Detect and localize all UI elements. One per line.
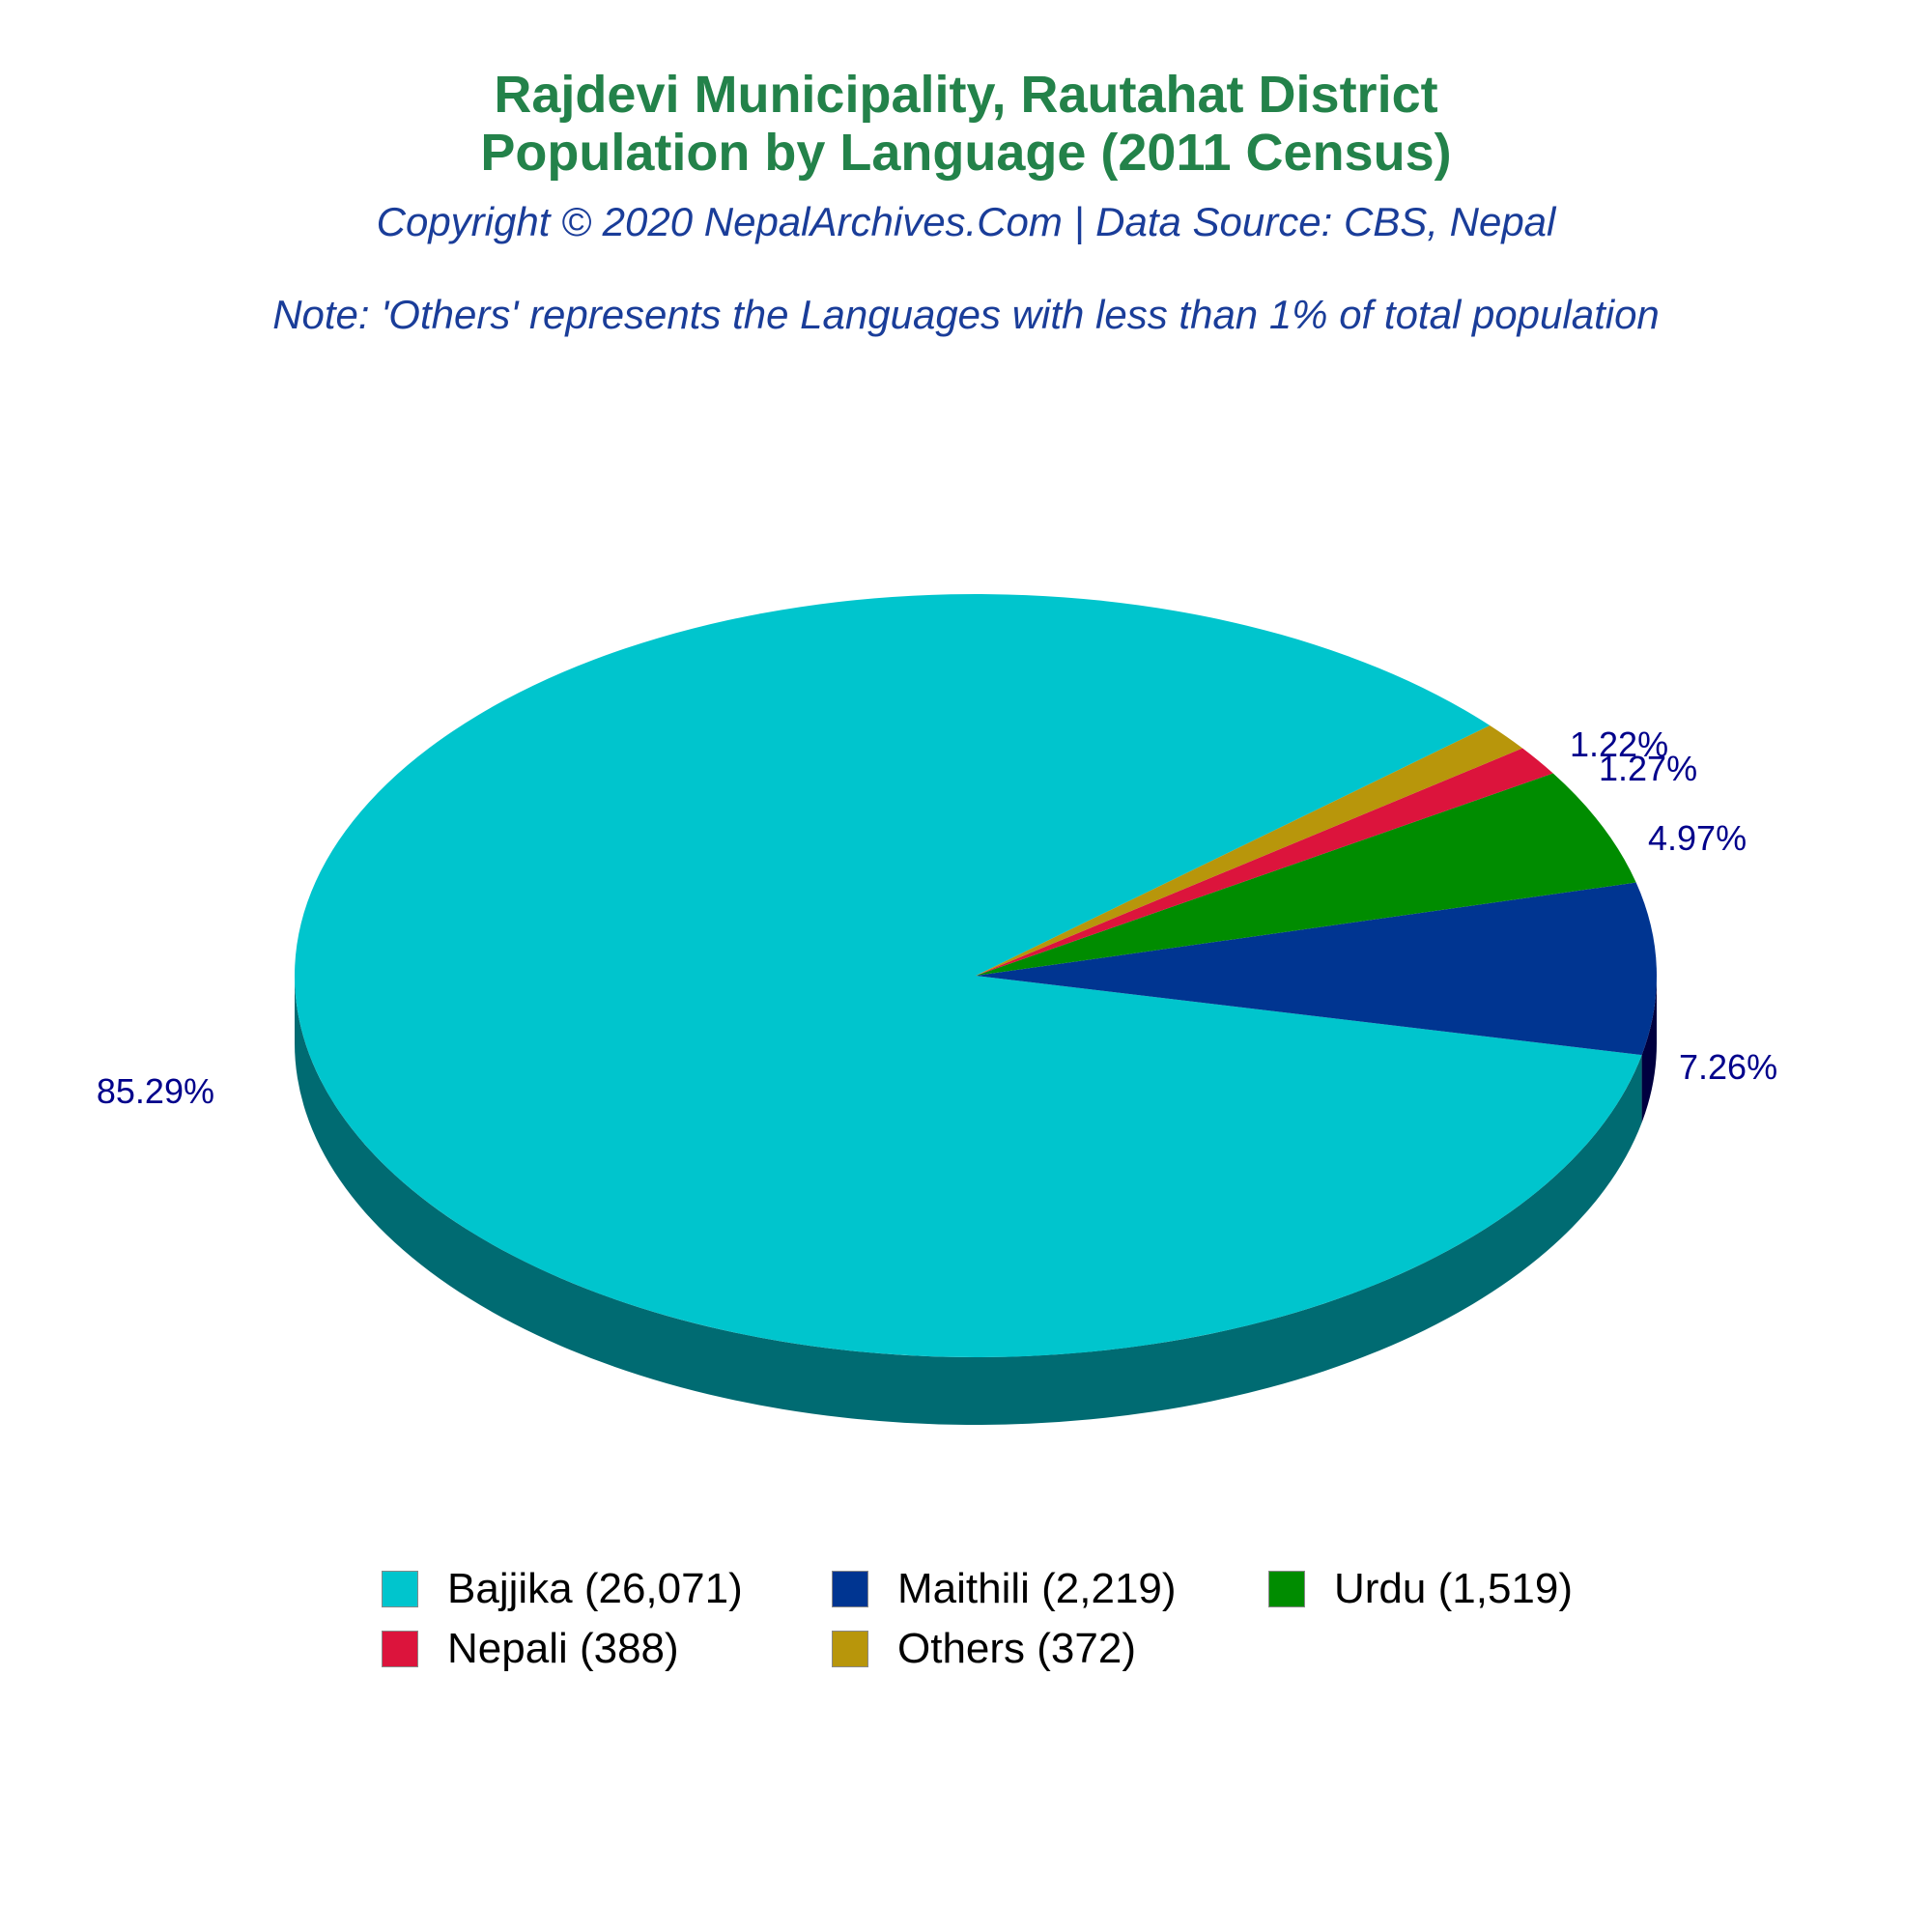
legend-label-maithili: Maithili (2,219): [897, 1565, 1177, 1612]
legend-swatch-bajjika: [382, 1571, 418, 1607]
legend-item-maithili: Maithili (2,219): [832, 1565, 1177, 1613]
pie-slice-bajjika: [294, 594, 1642, 1357]
pie-slice-urdu: [976, 773, 1636, 976]
pct-label-maithili: 7.26%: [1679, 1047, 1777, 1087]
pct-label-nepali: 1.27%: [1599, 749, 1697, 788]
pie-side-maithili: [1641, 976, 1657, 1123]
pct-label-bajjika: 85.29%: [97, 1071, 214, 1111]
chart-title-line-1: Rajdevi Municipality, Rautahat District: [494, 66, 1438, 124]
pct-label-others: 1.22%: [1570, 724, 1668, 764]
legend-swatch-others: [832, 1631, 868, 1667]
legend-swatch-nepali: [382, 1631, 418, 1667]
legend-item-urdu: Urdu (1,519): [1268, 1565, 1573, 1613]
pie-slice-nepali: [976, 748, 1553, 976]
legend-label-nepali: Nepali (388): [447, 1625, 679, 1672]
note-text: Note: 'Others' represents the Languages …: [272, 292, 1660, 337]
pie-slice-others: [976, 725, 1523, 976]
legend-label-others: Others (372): [897, 1625, 1136, 1672]
legend-item-bajjika: Bajjika (26,071): [382, 1565, 743, 1613]
legend-item-others: Others (372): [832, 1625, 1136, 1673]
legend-label-urdu: Urdu (1,519): [1334, 1565, 1574, 1612]
pie-side-bajjika: [295, 976, 1642, 1425]
legend-label-bajjika: Bajjika (26,071): [447, 1565, 743, 1612]
pie-slice-maithili: [976, 882, 1657, 1056]
legend-item-nepali: Nepali (388): [382, 1625, 679, 1673]
chart-title-line-2: Population by Language (2011 Census): [480, 124, 1452, 182]
copyright-text: Copyright © 2020 NepalArchives.Com | Dat…: [376, 199, 1556, 244]
legend-swatch-maithili: [832, 1571, 868, 1607]
pct-label-urdu: 4.97%: [1648, 818, 1747, 858]
legend-swatch-urdu: [1268, 1571, 1305, 1607]
